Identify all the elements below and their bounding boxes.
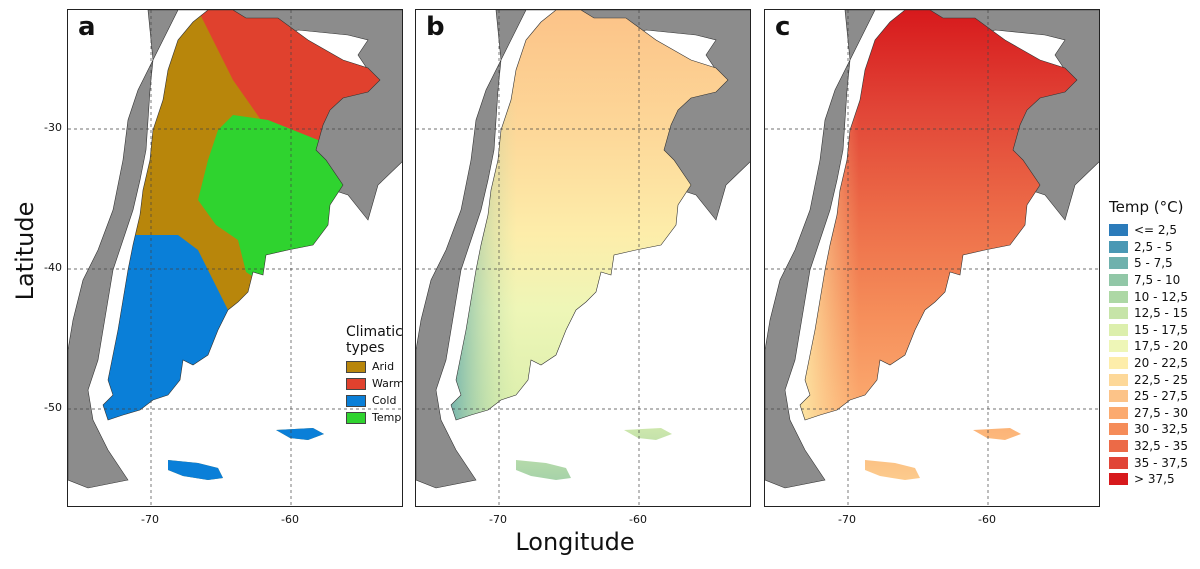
climate-legend: Climatic types Arid Warm Cold Temperate (346, 324, 403, 426)
legend-item-warm: Warm (346, 375, 402, 392)
graticule (416, 10, 750, 506)
ytick-label: -40 (44, 261, 62, 274)
xtick-label: -60 (978, 513, 996, 526)
panel-letter-c: c (775, 12, 791, 42)
temp-legend-item: 15 - 17,5 (1109, 322, 1188, 339)
temp-legend-swatch (1109, 423, 1128, 436)
temp-legend-label: 7,5 - 10 (1134, 273, 1181, 288)
temp-legend-item: 12,5 - 15 (1109, 305, 1188, 322)
legend-item-cold: Cold (346, 392, 402, 409)
legend-swatch (346, 377, 366, 390)
x-axis-label: Longitude (515, 528, 635, 556)
temp-legend-item: <= 2,5 (1109, 222, 1188, 239)
y-axis-label: Latitude (11, 201, 39, 301)
temp-legend-label: 15 - 17,5 (1134, 322, 1188, 337)
climate-legend-title: Climatic types (346, 324, 403, 356)
xtick-label: -60 (629, 513, 647, 526)
temp-legend-label: > 37,5 (1134, 472, 1175, 487)
temp-legend-swatch (1109, 290, 1128, 303)
map-panel-a: a Climatic types Arid Warm Cold Temperat… (67, 9, 403, 507)
temp-legend-swatch (1109, 473, 1128, 486)
temp-legend-swatch (1109, 257, 1128, 270)
temp-legend-label: 27,5 - 30 (1134, 405, 1188, 420)
temp-legend-item: 20 - 22,5 (1109, 355, 1188, 372)
temp-legend-label: <= 2,5 (1134, 223, 1178, 238)
temp-legend-swatch (1109, 406, 1128, 419)
temp-legend-swatch (1109, 274, 1128, 287)
temp-legend-item: 10 - 12,5 (1109, 288, 1188, 305)
temp-legend-swatch (1109, 240, 1128, 253)
panel-letter-b: b (426, 12, 445, 42)
map-c-svg (765, 10, 1099, 506)
temp-legend-item: 5 - 7,5 (1109, 255, 1188, 272)
temp-legend-item: 25 - 27,5 (1109, 388, 1188, 405)
temp-legend-label: 17,5 - 20 (1134, 339, 1188, 354)
temp-legend-label: 5 - 7,5 (1134, 256, 1173, 271)
temp-legend-label: 32,5 - 35 (1134, 439, 1188, 454)
temp-legend-swatch (1109, 357, 1128, 370)
ytick-label: -50 (44, 401, 62, 414)
xtick-label: -70 (838, 513, 856, 526)
temp-legend-item: 32,5 - 35 (1109, 438, 1188, 455)
temp-legend-swatch (1109, 224, 1128, 237)
temp-legend-swatch (1109, 340, 1128, 353)
temp-legend-item: 30 - 32,5 (1109, 421, 1188, 438)
xtick-label: -70 (489, 513, 507, 526)
map-a-svg (68, 10, 402, 506)
map-panel-c: c (764, 9, 1100, 507)
panel-letter-a: a (78, 12, 96, 42)
temp-legend-item: 27,5 - 30 (1109, 405, 1188, 422)
temp-legend-item: 17,5 - 20 (1109, 338, 1188, 355)
temp-legend-swatch (1109, 323, 1128, 336)
temp-legend-label: 12,5 - 15 (1134, 306, 1188, 321)
temp-legend-swatch (1109, 440, 1128, 453)
temp-legend-item: > 37,5 (1109, 471, 1188, 488)
map-panel-b: b (415, 9, 751, 507)
graticule (765, 10, 1099, 506)
temp-legend-label: 2,5 - 5 (1134, 239, 1173, 254)
legend-swatch (346, 394, 366, 407)
temp-legend-label: 20 - 22,5 (1134, 356, 1188, 371)
graticule (68, 10, 402, 506)
temp-legend-swatch (1109, 456, 1128, 469)
temp-legend-label: 35 - 37,5 (1134, 455, 1188, 470)
temp-legend-label: 10 - 12,5 (1134, 289, 1188, 304)
temperature-legend: Temp (°C) <= 2,5 2,5 - 5 5 - 7,5 7,5 - 10 10… (1109, 198, 1188, 488)
map-b-svg (416, 10, 750, 506)
ytick-label: -30 (44, 121, 62, 134)
legend-swatch (346, 360, 366, 373)
temp-legend-item: 7,5 - 10 (1109, 272, 1188, 289)
temp-legend-label: 25 - 27,5 (1134, 389, 1188, 404)
temp-legend-item: 22,5 - 25 (1109, 371, 1188, 388)
legend-item-temperate: Temperate (346, 409, 402, 426)
temperature-legend-title: Temp (°C) (1109, 198, 1184, 216)
temp-legend-swatch (1109, 390, 1128, 403)
xtick-label: -70 (141, 513, 159, 526)
legend-item-arid: Arid (346, 358, 402, 375)
temp-legend-swatch (1109, 373, 1128, 386)
temp-legend-label: 30 - 32,5 (1134, 422, 1188, 437)
temp-legend-swatch (1109, 307, 1128, 320)
temp-legend-item: 35 - 37,5 (1109, 454, 1188, 471)
temp-legend-item: 2,5 - 5 (1109, 239, 1188, 256)
temp-legend-label: 22,5 - 25 (1134, 372, 1188, 387)
xtick-label: -60 (281, 513, 299, 526)
legend-swatch (346, 411, 366, 424)
